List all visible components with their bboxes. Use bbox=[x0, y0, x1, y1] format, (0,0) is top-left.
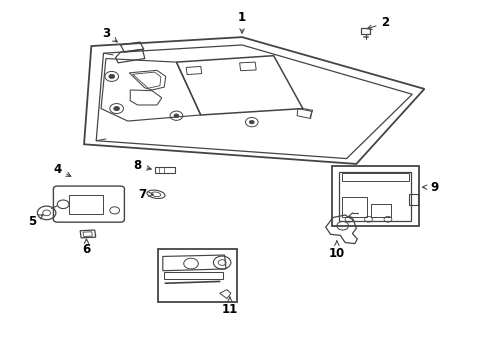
Bar bbox=[341, 173, 408, 181]
Bar bbox=[361, 28, 369, 34]
Circle shape bbox=[114, 107, 119, 111]
Circle shape bbox=[249, 120, 254, 124]
Circle shape bbox=[174, 114, 179, 117]
Bar bbox=[370, 204, 390, 217]
Text: 6: 6 bbox=[82, 239, 90, 256]
Text: 11: 11 bbox=[222, 297, 238, 316]
Bar bbox=[154, 167, 175, 173]
Text: 7: 7 bbox=[138, 188, 153, 201]
Bar bbox=[69, 195, 103, 214]
Bar bbox=[339, 172, 410, 221]
Bar bbox=[158, 249, 236, 302]
Circle shape bbox=[109, 74, 115, 78]
Text: 4: 4 bbox=[53, 163, 71, 176]
Text: 9: 9 bbox=[422, 181, 437, 194]
Text: 8: 8 bbox=[133, 159, 151, 172]
Text: 1: 1 bbox=[238, 11, 245, 33]
Text: 5: 5 bbox=[28, 215, 43, 228]
Bar bbox=[163, 272, 223, 279]
Bar bbox=[341, 197, 366, 217]
Bar bbox=[331, 166, 418, 226]
Text: 3: 3 bbox=[102, 27, 117, 42]
Text: 2: 2 bbox=[366, 16, 389, 30]
Bar bbox=[408, 194, 417, 205]
Text: 10: 10 bbox=[328, 241, 345, 260]
